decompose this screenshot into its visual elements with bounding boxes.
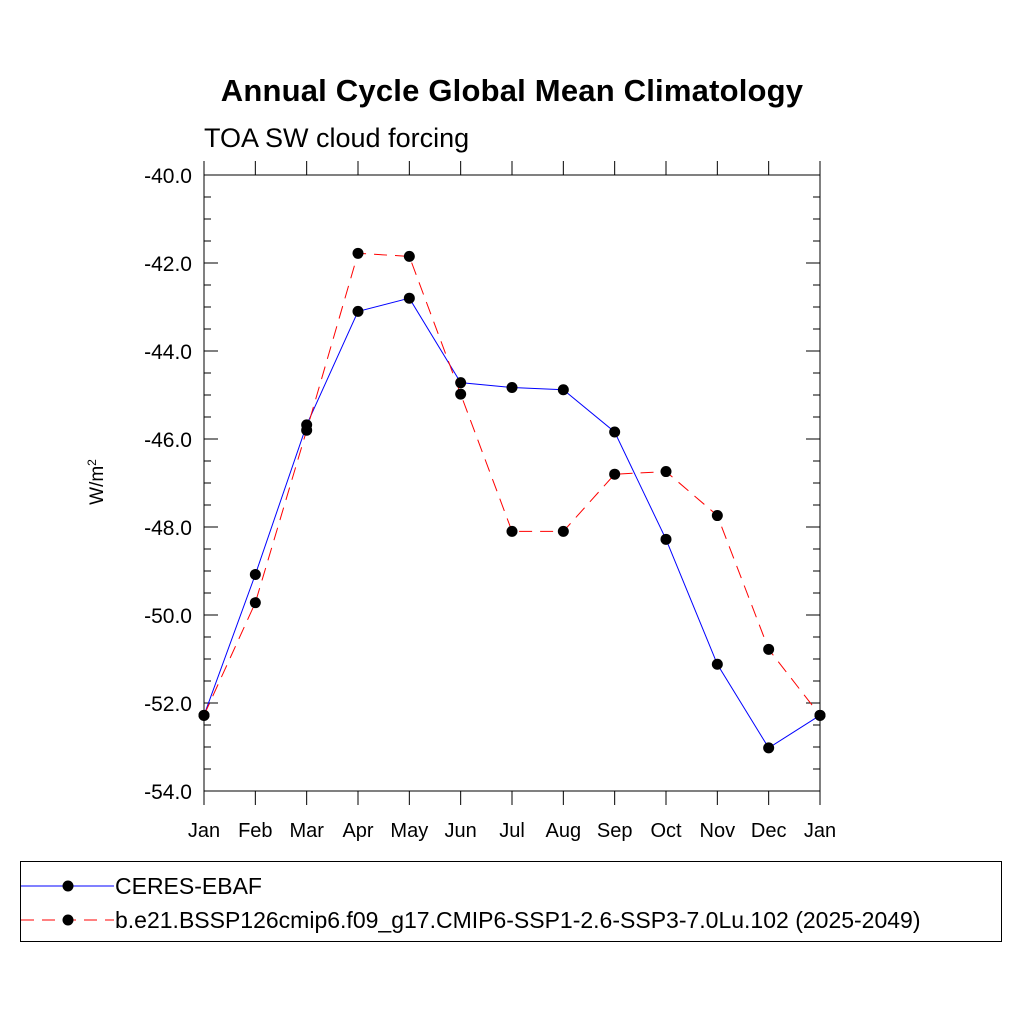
- data-point-series-2: [711, 510, 723, 522]
- legend-entry-series-1: CERES-EBAF: [21, 871, 1001, 901]
- data-point-series-2: [455, 388, 467, 400]
- x-tick-label: Jun: [445, 820, 477, 842]
- x-tick-label: Jul: [499, 820, 525, 842]
- line-chart: -40.0 -42.0 -44.0 -46.0 -48.0 -50.0 -52.0 -54.0…: [144, 161, 836, 842]
- data-point-series-2: [249, 597, 261, 609]
- chart-subtitle: TOA SW cloud forcing: [204, 123, 470, 153]
- data-point-series-2: [814, 709, 826, 721]
- y-tick-label: -46.0: [144, 429, 192, 452]
- x-tick-label: Sep: [597, 820, 633, 842]
- chart-legend: CERES-EBAF b.e21.BSSP126cmip6.f09_g17.CM…: [20, 861, 1002, 942]
- data-point-series-1: [506, 382, 518, 394]
- data-point-series-1: [249, 569, 261, 581]
- data-point-series-1: [763, 742, 775, 754]
- data-point-series-2: [660, 466, 672, 478]
- data-point-series-2: [198, 709, 210, 721]
- x-tick-label: Oct: [650, 820, 682, 842]
- legend-swatch-series-2: [21, 914, 114, 926]
- legend-label-series-1: CERES-EBAF: [115, 873, 262, 899]
- x-tick-label: Jan: [804, 820, 836, 842]
- legend-entry-series-2: b.e21.BSSP126cmip6.f09_g17.CMIP6-SSP1-2.…: [21, 905, 1001, 935]
- y-tick-label: -52.0: [144, 693, 192, 716]
- x-tick-label: Dec: [751, 820, 787, 842]
- data-point-series-1: [711, 658, 723, 670]
- legend-swatch-series-1: [21, 880, 114, 892]
- y-tick-label: -48.0: [144, 517, 192, 540]
- x-tick-label: Apr: [342, 820, 373, 842]
- data-point-series-2: [763, 643, 775, 655]
- y-tick-label: -40.0: [144, 165, 192, 188]
- data-point-series-2: [506, 525, 518, 537]
- data-point-series-1: [352, 305, 364, 317]
- data-point-series-1: [557, 384, 569, 396]
- data-point-series-2: [403, 250, 415, 262]
- x-tick-label: Mar: [289, 820, 324, 842]
- data-point-series-1: [455, 377, 467, 389]
- x-tick-label: Aug: [546, 820, 582, 842]
- data-point-series-2: [557, 525, 569, 537]
- y-tick-label: -54.0: [144, 781, 192, 804]
- data-point-series-1: [609, 426, 621, 438]
- series-line-2: [203, 252, 821, 716]
- y-tick-label: -44.0: [144, 341, 192, 364]
- data-point-series-2: [352, 247, 364, 259]
- data-point-series-2: [609, 468, 621, 480]
- x-tick-label: Jan: [188, 820, 220, 842]
- y-tick-label: -50.0: [144, 605, 192, 628]
- legend-label-series-2: b.e21.BSSP126cmip6.f09_g17.CMIP6-SSP1-2.…: [115, 907, 921, 933]
- data-point-series-1: [403, 292, 415, 304]
- x-tick-label: Nov: [700, 820, 736, 842]
- data-point-series-2: [301, 424, 313, 436]
- y-tick-label: -42.0: [144, 253, 192, 276]
- series-line-1: [203, 297, 821, 749]
- x-tick-label: May: [390, 820, 428, 842]
- plot-frame: [203, 174, 821, 792]
- data-point-series-1: [660, 533, 672, 545]
- x-tick-label: Feb: [238, 820, 272, 842]
- chart-title: Annual Cycle Global Mean Climatology: [220, 73, 804, 108]
